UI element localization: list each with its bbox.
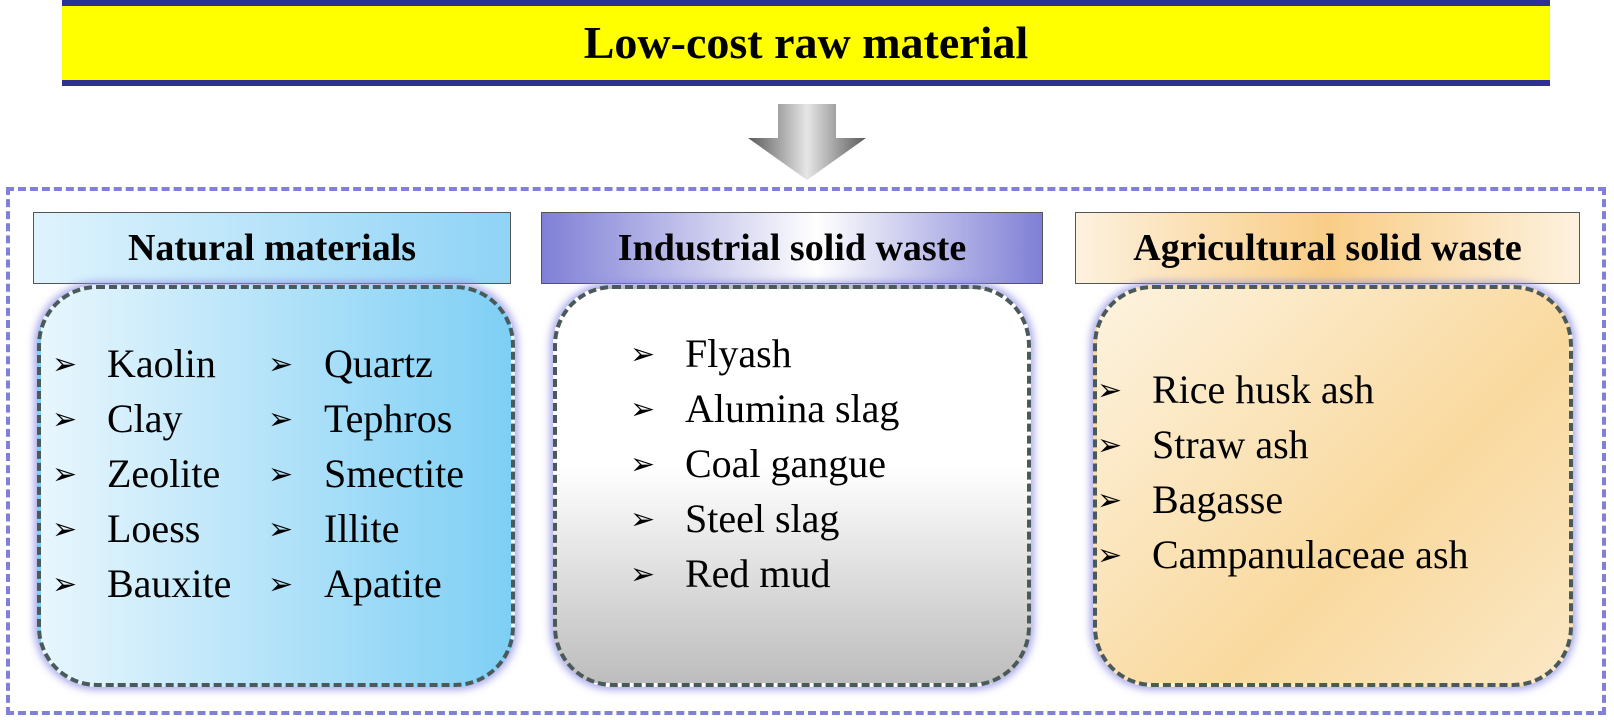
bullet-icon: ➢: [1097, 484, 1123, 517]
down-arrow-icon: [748, 104, 866, 180]
list-item: Clay: [107, 396, 183, 441]
bullet-icon: ➢: [630, 558, 656, 591]
list-item: Red mud: [685, 551, 831, 596]
list-item: Zeolite: [107, 451, 221, 496]
list-item: Quartz: [324, 341, 433, 386]
list-item: Tephros: [324, 396, 453, 441]
bullet-icon: ➢: [630, 448, 656, 481]
natural-materials-title: Natural materials: [127, 227, 417, 269]
bullet-icon: ➢: [1097, 429, 1123, 462]
title-banner: Low-cost raw material: [62, 0, 1550, 86]
list-item: Rice husk ash: [1152, 367, 1375, 412]
bullet-icon: ➢: [268, 568, 294, 601]
industrial-waste-header: Industrial solid waste: [541, 212, 1043, 284]
natural-materials-box: [37, 285, 515, 687]
bullet-icon: ➢: [630, 393, 656, 426]
bullet-icon: ➢: [268, 348, 294, 381]
bullet-icon: ➢: [268, 513, 294, 546]
industrial-waste-box: [553, 285, 1031, 687]
bullet-icon: ➢: [52, 568, 78, 601]
natural-materials-header: Natural materials: [33, 212, 511, 284]
bullet-icon: ➢: [52, 403, 78, 436]
industrial-waste-title: Industrial solid waste: [617, 227, 967, 269]
list-item: Bagasse: [1152, 477, 1284, 522]
list-item: Campanulaceae ash: [1152, 532, 1469, 577]
list-item: Illite: [324, 506, 400, 551]
agricultural-waste-box: [1093, 285, 1573, 687]
list-item: Flyash: [685, 331, 792, 376]
agricultural-waste-header: Agricultural solid waste: [1075, 212, 1580, 284]
list-item: Apatite: [324, 561, 442, 606]
bullet-icon: ➢: [52, 513, 78, 546]
list-item: Smectite: [324, 451, 464, 496]
list-item: Coal gangue: [685, 441, 887, 486]
bullet-icon: ➢: [1097, 374, 1123, 407]
bullet-icon: ➢: [268, 458, 294, 491]
agricultural-waste-title: Agricultural solid waste: [1133, 227, 1522, 269]
bullet-icon: ➢: [630, 338, 656, 371]
list-item: Straw ash: [1152, 422, 1309, 467]
list-item: Kaolin: [107, 341, 216, 386]
bullet-icon: ➢: [268, 403, 294, 436]
list-item: Loess: [107, 506, 201, 551]
banner-title: Low-cost raw material: [583, 17, 1029, 68]
list-item: Steel slag: [685, 496, 840, 541]
bullet-icon: ➢: [52, 458, 78, 491]
bullet-icon: ➢: [1097, 539, 1123, 572]
bullet-icon: ➢: [630, 503, 656, 536]
categories-frame: [6, 187, 1606, 715]
list-item: Alumina slag: [685, 386, 900, 431]
bullet-icon: ➢: [52, 348, 78, 381]
list-item: Bauxite: [107, 561, 232, 606]
